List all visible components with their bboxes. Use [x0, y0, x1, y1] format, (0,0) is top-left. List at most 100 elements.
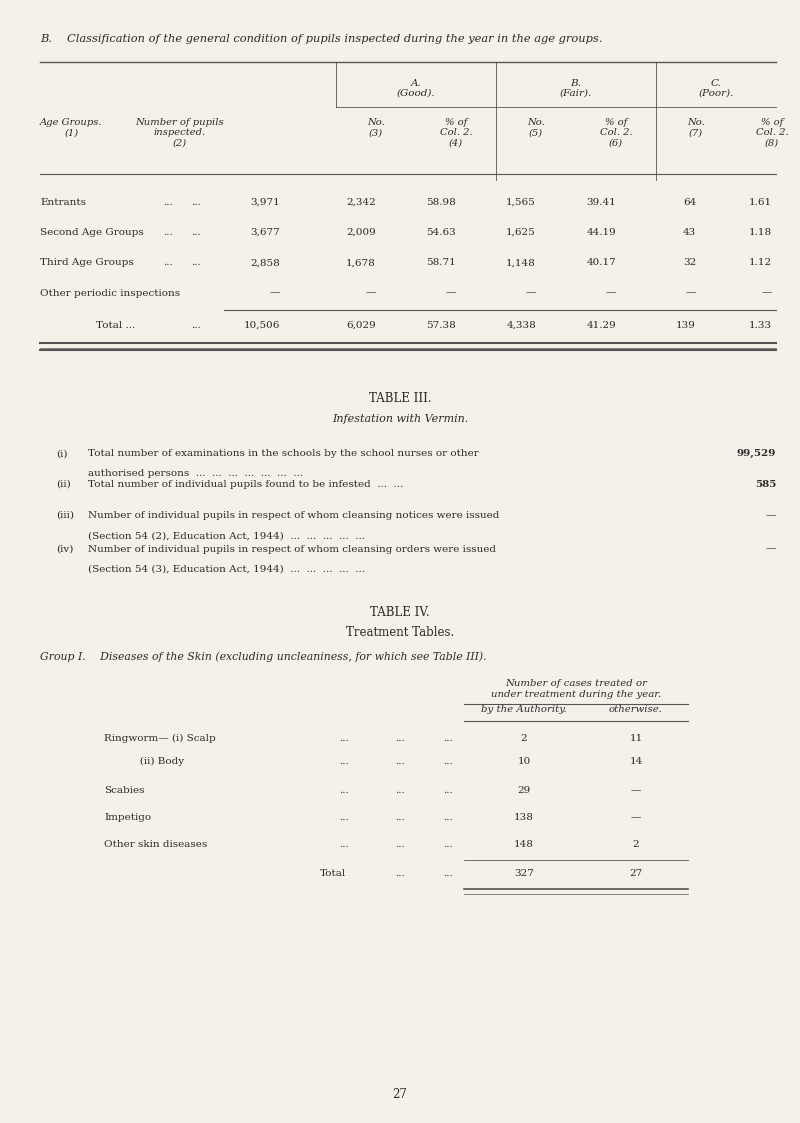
Text: B.
(Fair).: B. (Fair).	[560, 79, 592, 98]
Text: 138: 138	[514, 813, 534, 822]
Text: Entrants: Entrants	[40, 198, 86, 207]
Text: Treatment Tables.: Treatment Tables.	[346, 626, 454, 639]
Text: 148: 148	[514, 840, 534, 849]
Text: 139: 139	[676, 321, 696, 330]
Text: —: —	[631, 786, 641, 795]
Text: 3,677: 3,677	[250, 228, 280, 237]
Text: Total ...: Total ...	[96, 321, 135, 330]
Text: Scabies: Scabies	[104, 786, 145, 795]
Text: Total number of individual pupils found to be infested  ...  ...: Total number of individual pupils found …	[88, 480, 403, 489]
Text: —: —	[762, 289, 772, 298]
Text: authorised persons  ...  ...  ...  ...  ...  ...  ...: authorised persons ... ... ... ... ... .…	[88, 469, 303, 478]
Text: 1,148: 1,148	[506, 258, 536, 267]
Text: Other skin diseases: Other skin diseases	[104, 840, 207, 849]
Text: ...: ...	[443, 813, 453, 822]
Text: Ringworm— (i) Scalp: Ringworm— (i) Scalp	[104, 734, 216, 743]
Text: ...: ...	[191, 198, 201, 207]
Text: 2,009: 2,009	[346, 228, 376, 237]
Text: (Section 54 (3), Education Act, 1944)  ...  ...  ...  ...  ...: (Section 54 (3), Education Act, 1944) ..…	[88, 565, 365, 574]
Text: Total: Total	[320, 869, 346, 878]
Text: 4,338: 4,338	[506, 321, 536, 330]
Text: ...: ...	[339, 757, 349, 766]
Text: —: —	[270, 289, 280, 298]
Text: TABLE IV.: TABLE IV.	[370, 605, 430, 619]
Text: Age Groups.
(1): Age Groups. (1)	[40, 118, 102, 137]
Text: 57.38: 57.38	[426, 321, 456, 330]
Text: ...: ...	[395, 734, 405, 743]
Text: 2: 2	[521, 734, 527, 743]
Text: ...: ...	[395, 813, 405, 822]
Text: C.
(Poor).: C. (Poor).	[698, 79, 734, 98]
Text: 39.41: 39.41	[586, 198, 616, 207]
Text: 6,029: 6,029	[346, 321, 376, 330]
Text: 1.18: 1.18	[749, 228, 772, 237]
Text: 1,625: 1,625	[506, 228, 536, 237]
Text: (ii): (ii)	[56, 480, 70, 489]
Text: ...: ...	[339, 813, 349, 822]
Text: 1,678: 1,678	[346, 258, 376, 267]
Text: (Section 54 (2), Education Act, 1944)  ...  ...  ...  ...  ...: (Section 54 (2), Education Act, 1944) ..…	[88, 531, 365, 540]
Text: (iv): (iv)	[56, 545, 74, 554]
Text: —: —	[446, 289, 456, 298]
Text: 585: 585	[754, 480, 776, 489]
Text: —: —	[606, 289, 616, 298]
Text: ...: ...	[163, 228, 173, 237]
Text: —: —	[766, 545, 776, 554]
Text: No.
(7): No. (7)	[687, 118, 705, 137]
Text: Other periodic inspections: Other periodic inspections	[40, 289, 180, 298]
Text: Number of pupils
inspected.
(2): Number of pupils inspected. (2)	[135, 118, 224, 148]
Text: ...: ...	[443, 786, 453, 795]
Text: —: —	[366, 289, 376, 298]
Text: 1,565: 1,565	[506, 198, 536, 207]
Text: No.
(5): No. (5)	[527, 118, 545, 137]
Text: 40.17: 40.17	[586, 258, 616, 267]
Text: ...: ...	[395, 757, 405, 766]
Text: 27: 27	[630, 869, 642, 878]
Text: ...: ...	[163, 258, 173, 267]
Text: Number of cases treated or
under treatment during the year.: Number of cases treated or under treatme…	[491, 679, 661, 699]
Text: ...: ...	[443, 734, 453, 743]
Text: Infestation with Vermin.: Infestation with Vermin.	[332, 414, 468, 423]
Text: ...: ...	[443, 840, 453, 849]
Text: ...: ...	[395, 786, 405, 795]
Text: ...: ...	[191, 258, 201, 267]
Text: Second Age Groups: Second Age Groups	[40, 228, 144, 237]
Text: 54.63: 54.63	[426, 228, 456, 237]
Text: 58.71: 58.71	[426, 258, 456, 267]
Text: by the Authority.: by the Authority.	[481, 705, 567, 714]
Text: 10,506: 10,506	[244, 321, 280, 330]
Text: 2,342: 2,342	[346, 198, 376, 207]
Text: ...: ...	[395, 840, 405, 849]
Text: ...: ...	[191, 321, 201, 330]
Text: 27: 27	[393, 1088, 407, 1102]
Text: 41.29: 41.29	[586, 321, 616, 330]
Text: Number of individual pupils in respect of whom cleansing notices were issued: Number of individual pupils in respect o…	[88, 511, 499, 520]
Text: % of
Col. 2.
(6): % of Col. 2. (6)	[600, 118, 632, 148]
Text: ...: ...	[395, 869, 405, 878]
Text: Total number of examinations in the schools by the school nurses or other: Total number of examinations in the scho…	[88, 449, 478, 458]
Text: 11: 11	[630, 734, 642, 743]
Text: No.
(3): No. (3)	[367, 118, 385, 137]
Text: ...: ...	[443, 757, 453, 766]
Text: (i): (i)	[56, 449, 67, 458]
Text: ...: ...	[339, 786, 349, 795]
Text: Impetigo: Impetigo	[104, 813, 151, 822]
Text: TABLE III.: TABLE III.	[369, 392, 431, 405]
Text: 2,858: 2,858	[250, 258, 280, 267]
Text: 44.19: 44.19	[586, 228, 616, 237]
Text: —: —	[766, 511, 776, 520]
Text: 43: 43	[682, 228, 696, 237]
Text: ...: ...	[163, 198, 173, 207]
Text: (ii) Body: (ii) Body	[104, 757, 184, 766]
Text: Number of individual pupils in respect of whom cleansing orders were issued: Number of individual pupils in respect o…	[88, 545, 496, 554]
Text: Third Age Groups: Third Age Groups	[40, 258, 134, 267]
Text: 1.61: 1.61	[749, 198, 772, 207]
Text: B.  Classification of the general condition of pupils inspected during the year : B. Classification of the general conditi…	[40, 35, 602, 44]
Text: —: —	[526, 289, 536, 298]
Text: ...: ...	[339, 734, 349, 743]
Text: —: —	[631, 813, 641, 822]
Text: ...: ...	[191, 228, 201, 237]
Text: 2: 2	[633, 840, 639, 849]
Text: 10: 10	[518, 757, 530, 766]
Text: (iii): (iii)	[56, 511, 74, 520]
